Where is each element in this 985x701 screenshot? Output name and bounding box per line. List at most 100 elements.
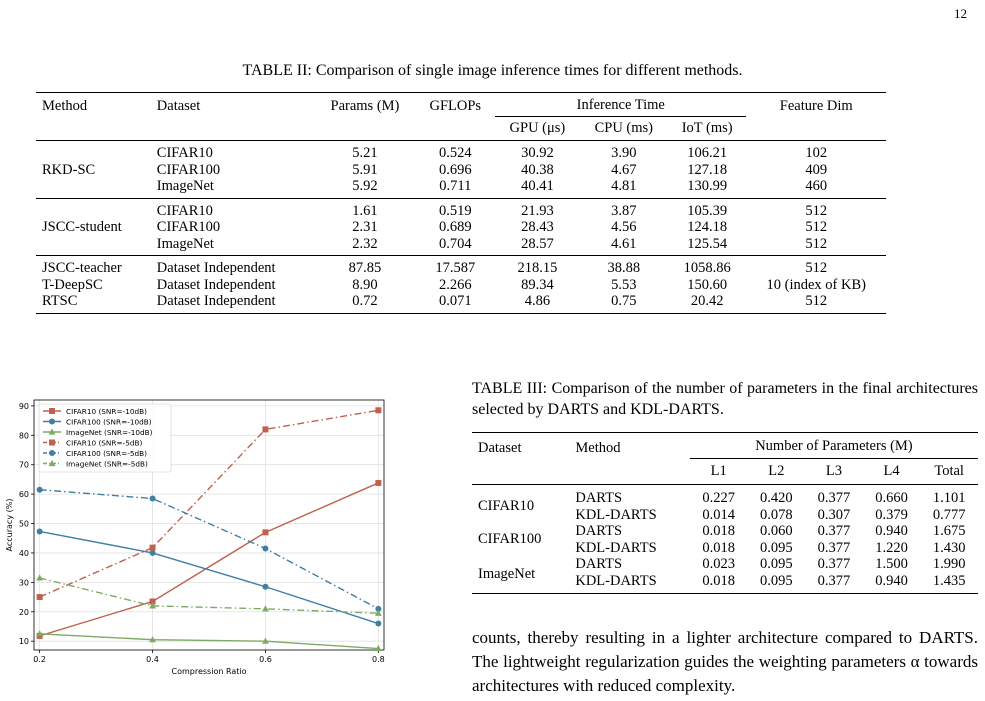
data-point: [375, 479, 382, 486]
cell-l3: 0.377: [817, 539, 851, 556]
series-line: [39, 482, 379, 637]
table-row: T-DeepSC Dataset Independent 8.90 2.266 89.3…: [36, 277, 886, 294]
cell-l2: 0.420: [759, 490, 793, 506]
cell-method: KDL-DARTS: [575, 572, 657, 589]
cell-iot: 124.18: [687, 219, 728, 235]
cell-iot: 105.39: [687, 202, 728, 219]
cell-method: KDL-DARTS: [575, 506, 657, 523]
y-tick-label: 70: [19, 461, 29, 470]
cell-l1: 0.023: [702, 556, 735, 572]
cell-method: JSCC-student: [42, 219, 122, 235]
cell-dataset: ImageNet: [478, 566, 536, 583]
cell-l1: 0.014: [702, 506, 735, 523]
cell-method: KDL-DARTS: [575, 539, 657, 556]
data-point: [36, 528, 43, 535]
data-point: [36, 594, 43, 601]
data-point: [149, 495, 156, 502]
cell-method: T-DeepSC: [42, 276, 103, 293]
y-tick-label: 30: [19, 578, 29, 587]
data-point: [149, 598, 156, 605]
table-row: CIFAR10 1.61 0.519 21.93 3.87 105.39 512: [36, 198, 886, 219]
cell-gflops: 0.689: [438, 219, 472, 235]
cell-params: 0.72: [352, 293, 378, 309]
table-row: KDL-DARTS 0.018 0.095 0.377 1.220 1.430: [472, 540, 978, 557]
series-line: [39, 409, 379, 598]
cell-iot: 127.18: [687, 161, 728, 178]
table-row: ImageNet 5.92 0.711 40.41 4.81 130.99 460: [36, 178, 886, 198]
cell-l1: 0.018: [702, 572, 735, 589]
plot-frame: [33, 399, 385, 651]
table2-caption: TABLE II: Comparison of single image inf…: [242, 62, 743, 79]
th3-total: Total: [934, 462, 964, 479]
cell-feature-dim: 102: [805, 145, 828, 161]
x-tick-label: 0.8: [372, 655, 385, 664]
cell-l2: 0.095: [759, 572, 793, 589]
x-axis-label: Compression Ratio: [172, 667, 247, 676]
table-row: JSCC-student CIFAR100 2.31 0.689 28.43 4.56 12…: [36, 219, 886, 236]
table-row: ImageNet DARTS 0.023 0.095 0.377 1.500 1.990: [472, 556, 978, 582]
th3-method: Method: [575, 439, 621, 456]
cell-total: 1.675: [932, 523, 966, 539]
cell-dataset: CIFAR10: [156, 145, 213, 161]
th-iot: IoT (ms): [681, 119, 733, 136]
cell-cpu: 4.61: [611, 235, 637, 252]
cell-dataset: CIFAR100: [156, 219, 221, 235]
cell-gpu: 28.43: [521, 219, 554, 235]
cell-gflops: 0.524: [438, 145, 472, 161]
cell-cpu: 38.88: [607, 260, 641, 276]
table-row: KDL-DARTS 0.018 0.095 0.377 0.940 1.435: [472, 573, 978, 594]
cell-l3: 0.377: [817, 490, 851, 506]
cell-method: [36, 236, 151, 256]
x-tick-label: 0.4: [146, 655, 159, 664]
data-point: [149, 549, 156, 556]
data-point: [374, 644, 382, 652]
series-line: [39, 530, 379, 625]
cell-l3: 0.377: [817, 556, 851, 572]
cell-l2: 0.095: [759, 539, 793, 556]
cell-method: DARTS: [575, 490, 623, 506]
legend-marker: [49, 450, 55, 456]
cell-dataset: Dataset Independent: [156, 276, 276, 293]
cell-l1: 0.227: [702, 490, 735, 506]
table-row: RTSC Dataset Independent 0.72 0.071 4.86 0.75…: [36, 293, 886, 313]
table-row: CIFAR10 5.21 0.524 30.92 3.90 106.21 102: [36, 141, 886, 162]
cell-gflops: 2.266: [438, 276, 472, 293]
y-tick-label: 50: [19, 520, 29, 529]
table3-caption: TABLE III: Comparison of the number of p…: [472, 380, 978, 418]
data-point: [262, 529, 269, 536]
legend-label: ImageNet (SNR=-5dB): [66, 459, 148, 468]
cell-l4: 1.220: [875, 539, 908, 556]
data-point: [375, 605, 382, 612]
data-point: [149, 636, 156, 643]
table3: Dataset Method Number of Parameters (M) …: [472, 432, 978, 594]
cell-dataset: ImageNet: [156, 235, 214, 252]
cell-gflops: 0.696: [438, 161, 472, 178]
cell-cpu: 3.90: [611, 145, 637, 161]
cell-iot: 20.42: [690, 293, 724, 309]
cell-iot: 125.54: [687, 235, 728, 252]
cell-gpu: 40.38: [521, 161, 554, 178]
th-feature-dim: Feature Dim: [779, 98, 853, 115]
data-point: [149, 602, 156, 609]
legend-label: CIFAR10 (SNR=-5dB): [66, 438, 142, 447]
cell-l4: 0.940: [875, 572, 908, 589]
legend-label: CIFAR100 (SNR=-5dB): [66, 449, 147, 458]
cell-total: 1.101: [932, 490, 966, 506]
cell-cpu: 4.81: [611, 178, 637, 194]
cell-l1: 0.018: [702, 539, 735, 556]
th3-l3: L3: [825, 462, 842, 479]
cell-cpu: 5.53: [611, 276, 637, 293]
cell-feature-dim: 512: [805, 260, 828, 276]
accuracy-chart: 10 20 30 40 50 60 70 80 90 0.2 0.4 0.6 0.8 Compressio…: [5, 399, 385, 676]
cell-total: 0.777: [932, 506, 966, 523]
x-tick-label: 0.2: [33, 655, 46, 664]
th3-number-of-params: Number of Parameters (M): [689, 432, 978, 459]
legend-box: [38, 403, 172, 473]
cell-l2: 0.095: [759, 556, 793, 572]
data-point: [375, 407, 382, 414]
cell-total: 1.430: [932, 539, 966, 556]
data-point: [262, 637, 269, 644]
data-point: [374, 609, 382, 616]
cell-l4: 0.379: [875, 506, 908, 523]
y-tick-label: 60: [19, 490, 29, 499]
